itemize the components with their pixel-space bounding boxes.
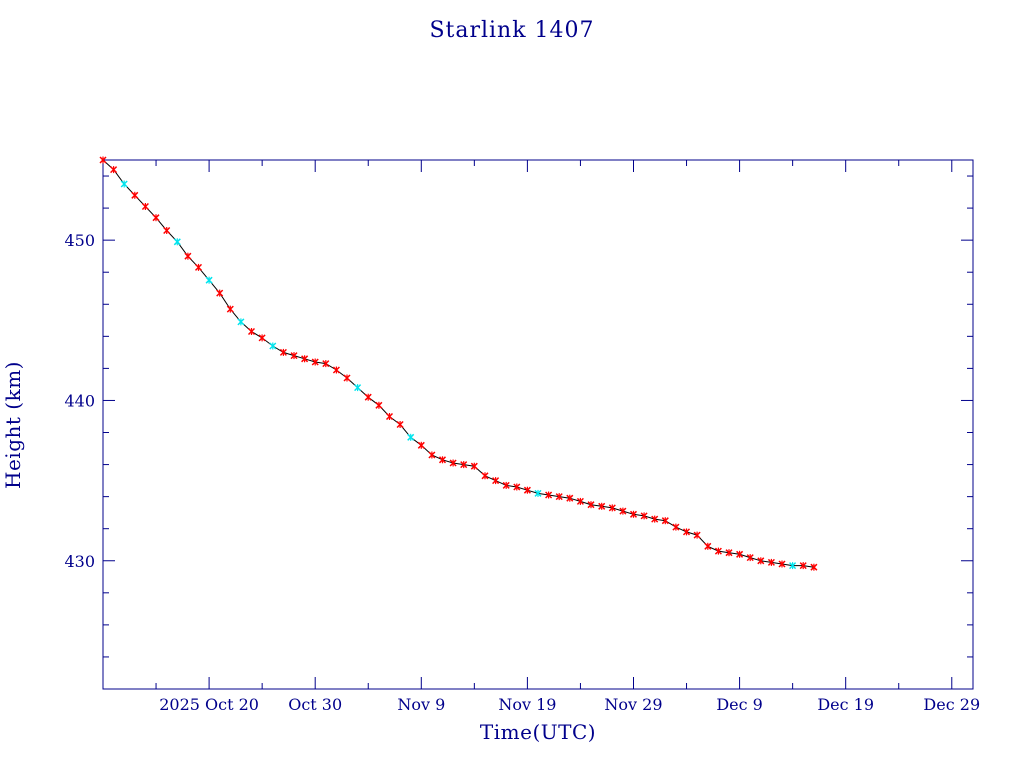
data-point-marker — [131, 191, 139, 199]
data-point-marker — [810, 563, 818, 571]
data-point-marker — [714, 547, 722, 555]
height-series-line — [102, 159, 814, 568]
data-point-marker — [460, 461, 468, 469]
data-point-marker — [576, 497, 584, 505]
data-point-marker — [651, 515, 659, 523]
x-tick-label: Dec 9 — [716, 695, 763, 714]
data-point-marker — [385, 412, 394, 421]
x-tick-label: Dec 19 — [817, 695, 874, 714]
data-point-marker — [364, 393, 372, 401]
data-point-marker — [682, 528, 691, 536]
data-point-marker — [693, 531, 701, 539]
data-point-marker — [555, 493, 563, 501]
x-tick-label: Nov 9 — [397, 695, 445, 714]
data-point-marker — [417, 441, 425, 449]
data-point-marker — [258, 334, 266, 342]
data-point-marker — [438, 456, 447, 464]
plot-frame — [102, 159, 974, 690]
chart-title: Starlink 1407 — [429, 18, 594, 43]
data-point-marker-highlighted — [205, 276, 213, 284]
height-series-markers — [99, 156, 818, 571]
data-point-marker-highlighted — [120, 180, 128, 188]
data-point-marker — [757, 557, 765, 565]
x-tick-label: Nov 29 — [604, 695, 662, 714]
data-point-marker-highlighted — [173, 238, 181, 246]
data-point-marker — [311, 358, 319, 366]
data-point-marker — [396, 420, 404, 429]
data-point-marker — [194, 263, 203, 271]
data-point-marker — [481, 472, 489, 480]
data-point-marker — [640, 512, 648, 520]
data-point-marker — [545, 491, 553, 499]
data-point-marker — [746, 554, 754, 562]
data-point-marker — [226, 305, 234, 313]
y-tick-label: 450 — [64, 231, 95, 250]
data-point-marker — [778, 560, 786, 568]
data-point-marker — [279, 348, 287, 356]
data-point-marker — [598, 502, 606, 510]
data-point-marker-highlighted — [407, 433, 415, 441]
data-point-marker — [502, 481, 510, 489]
data-point-marker — [110, 166, 118, 174]
data-point-marker — [619, 507, 627, 515]
x-tick-label: Oct 30 — [288, 695, 342, 714]
data-point-marker — [152, 214, 160, 222]
data-point-marker — [629, 510, 638, 518]
data-point-marker — [523, 486, 531, 494]
data-point-marker — [332, 366, 340, 374]
data-point-marker — [661, 517, 669, 525]
data-point-marker — [301, 355, 309, 363]
data-point-marker — [449, 459, 457, 467]
data-point-marker — [290, 352, 298, 360]
data-point-marker — [322, 360, 330, 368]
y-tick-label: 440 — [64, 391, 95, 410]
data-point-marker — [247, 327, 256, 336]
x-axis-title: Time(UTC) — [480, 720, 596, 744]
data-point-marker — [767, 558, 775, 566]
data-point-marker — [704, 542, 712, 550]
data-point-marker — [513, 483, 521, 491]
data-point-marker-highlighted — [354, 384, 362, 392]
data-point-marker — [725, 549, 733, 557]
x-tick-label: 2025 Oct 20 — [159, 695, 259, 714]
x-tick-label: Nov 19 — [498, 695, 556, 714]
data-point-marker — [736, 550, 744, 558]
data-point-marker — [799, 562, 807, 570]
x-tick-label: Dec 29 — [923, 695, 980, 714]
y-tick-label: 430 — [64, 552, 95, 571]
data-point-marker — [184, 252, 192, 260]
y-axis-title: Height (km) — [1, 361, 25, 489]
data-point-marker-highlighted — [534, 489, 542, 497]
data-point-marker — [141, 202, 149, 211]
data-point-marker-highlighted — [789, 562, 797, 570]
data-point-marker — [343, 374, 351, 382]
data-point-marker — [375, 401, 383, 409]
data-point-marker — [216, 289, 224, 297]
data-point-marker — [163, 226, 171, 235]
data-point-marker-highlighted — [269, 342, 277, 350]
data-point-marker-highlighted — [237, 318, 245, 326]
data-point-marker — [470, 462, 478, 470]
data-point-marker — [492, 477, 500, 485]
x-tick-labels: 2025 Oct 20 Oct 30 Nov 9 Nov 19 Nov 29 Dec 9 D… — [159, 695, 980, 714]
y-tick-labels: 430 440 450 — [64, 231, 95, 571]
data-point-marker — [428, 451, 436, 459]
data-point-marker — [99, 156, 107, 164]
data-point-marker — [566, 494, 574, 502]
data-point-marker — [587, 501, 595, 509]
data-point-marker — [608, 504, 616, 512]
axis-ticks — [103, 160, 973, 690]
data-point-marker — [672, 523, 680, 531]
